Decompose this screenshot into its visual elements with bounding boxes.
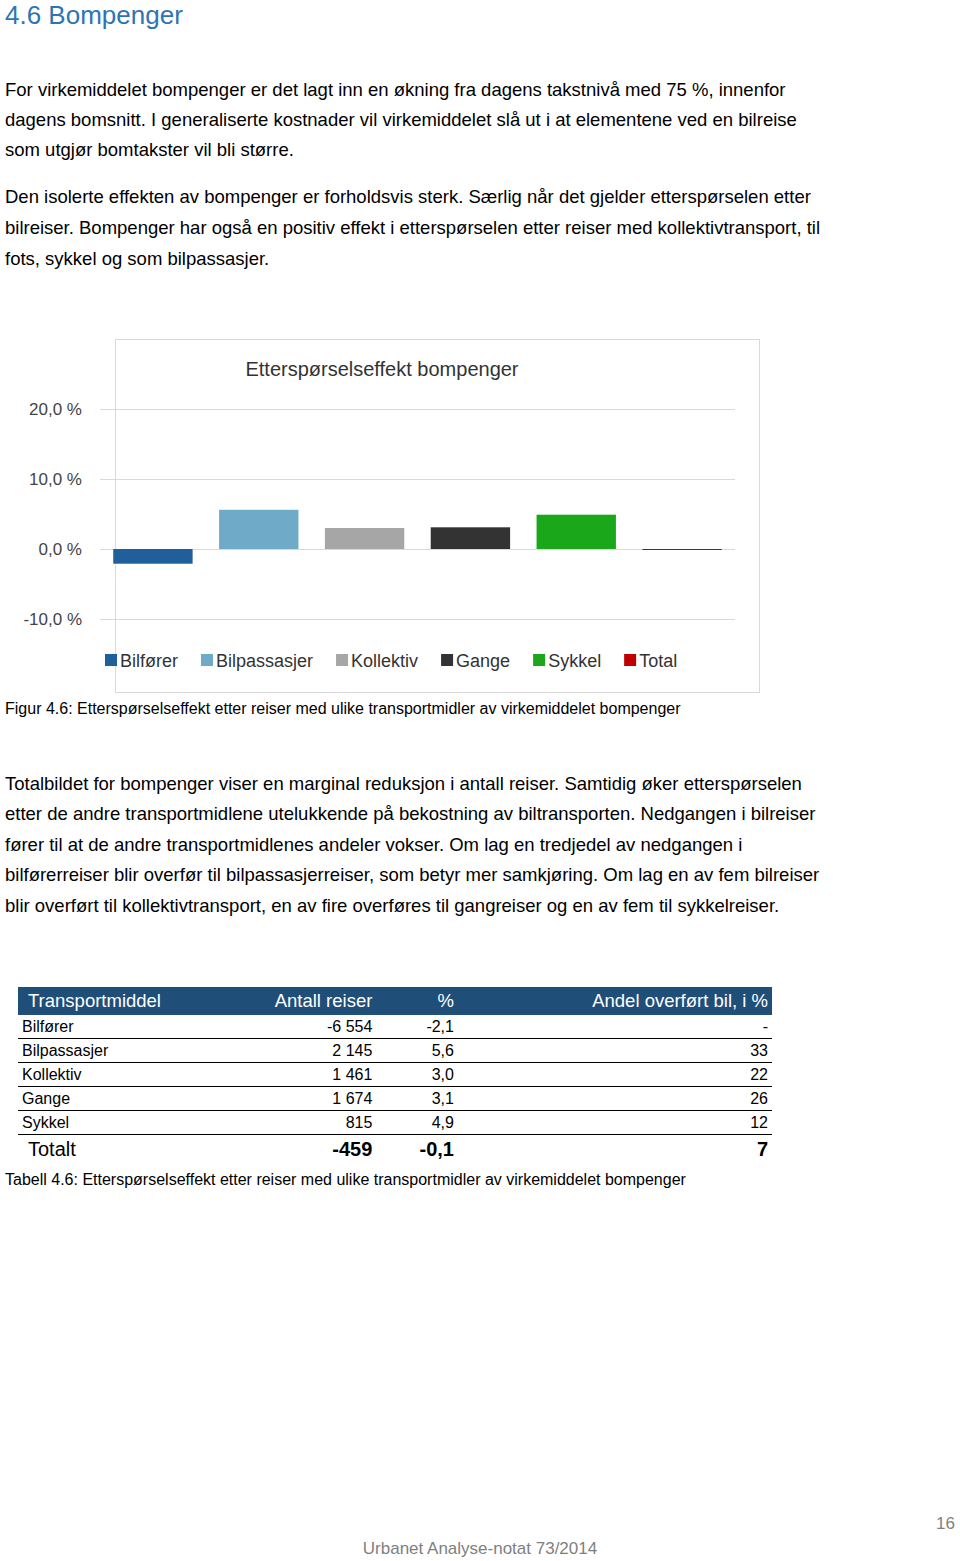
grid-line — [100, 619, 735, 620]
chart-title: Etterspørselseffekt bompenger — [245, 358, 518, 380]
table-cell: 3,1 — [376, 1087, 458, 1111]
table-cell: 26 — [458, 1087, 772, 1111]
table-cell: 12 — [458, 1111, 772, 1135]
table-cell: 1 461 — [227, 1063, 377, 1087]
y-tick-label: 0,0 % — [39, 540, 82, 559]
legend-swatch — [624, 654, 636, 666]
bar — [325, 528, 404, 549]
table-cell: Totalt — [18, 1135, 227, 1165]
legend-swatch — [201, 654, 213, 666]
grid-line — [100, 549, 735, 550]
legend-label: Kollektiv — [351, 651, 418, 671]
legend-swatch — [336, 654, 348, 666]
legend-label: Bilpassasjer — [216, 651, 313, 671]
legend-label: Sykkel — [548, 651, 601, 671]
header-cell: Transportmiddel — [18, 987, 227, 1015]
legend-swatch — [533, 654, 545, 666]
table-row: Bilfører-6 554-2,1- — [18, 1015, 772, 1039]
paragraph-line: blir overført til kollektivtransport, en… — [5, 895, 779, 917]
legend-label: Total — [639, 651, 677, 671]
paragraph-line: som utgjør bomtakster vil bli større. — [5, 139, 294, 161]
page-number: 16 — [936, 1514, 955, 1534]
table-row: Gange1 6743,126 — [18, 1087, 772, 1111]
header-cell: Andel overført bil, i % — [458, 987, 772, 1015]
heading: 4.6 Bompenger — [5, 0, 183, 30]
table-cell: Sykkel — [18, 1111, 227, 1135]
table-cell: 33 — [458, 1039, 772, 1063]
table-cell: 1 674 — [227, 1087, 377, 1111]
table-cell: -0,1 — [376, 1135, 458, 1165]
paragraph-line: Totalbildet for bompenger viser en margi… — [5, 773, 802, 795]
table-cell: 815 — [227, 1111, 377, 1135]
table-cell: 3,0 — [376, 1063, 458, 1087]
bars — [113, 510, 722, 564]
y-tick-label: 10,0 % — [29, 470, 82, 489]
bar — [537, 515, 616, 549]
table-row: Totalt-459-0,17 — [18, 1135, 772, 1165]
legend-label: Gange — [456, 651, 510, 671]
bar — [642, 549, 721, 550]
bar — [219, 510, 298, 549]
table-row: Sykkel8154,912 — [18, 1111, 772, 1135]
table-cell: - — [458, 1015, 772, 1039]
table-cell: -2,1 — [376, 1015, 458, 1039]
table-cell: Bilfører — [18, 1015, 227, 1039]
paragraph-line: dagens bomsnitt. I generaliserte kostnad… — [5, 109, 797, 131]
paragraph-line: Den isolerte effekten av bompenger er fo… — [5, 186, 811, 208]
table: TransportmiddelAntall reiser%Andel overf… — [18, 987, 772, 1164]
bar — [113, 549, 192, 564]
figure-caption: Figur 4.6: Etterspørselseffekt etter rei… — [5, 699, 681, 719]
table-cell: Bilpassasjer — [18, 1039, 227, 1063]
table-cell: 4,9 — [376, 1111, 458, 1135]
paragraph-line: fører til at de andre transportmidlenes … — [5, 834, 742, 856]
table-row: Kollektiv1 4613,022 — [18, 1063, 772, 1087]
paragraph-line: For virkemiddelet bompenger er det lagt … — [5, 79, 786, 101]
footer: Urbanet Analyse-notat 73/2014 — [363, 1539, 597, 1559]
table-cell: 2 145 — [227, 1039, 377, 1063]
table-cell: 22 — [458, 1063, 772, 1087]
table-cell: -459 — [227, 1135, 377, 1165]
paragraph-line: etter de andre transportmidlene utelukke… — [5, 803, 815, 825]
paragraph-line: bilførerreiser blir overfør til bilpassa… — [5, 864, 819, 886]
table-cell: Gange — [18, 1087, 227, 1111]
table-row: Bilpassasjer2 1455,633 — [18, 1039, 772, 1063]
legend-label: Bilfører — [120, 651, 178, 671]
table-cell: 7 — [458, 1135, 772, 1165]
y-tick-label: 20,0 % — [29, 400, 82, 419]
grid-line — [100, 409, 735, 410]
paragraph-line: fots, sykkel og som bilpassasjer. — [5, 248, 269, 270]
header-cell: % — [376, 987, 458, 1015]
table-header: TransportmiddelAntall reiser%Andel overf… — [18, 987, 772, 1015]
legend-swatch — [441, 654, 453, 666]
table-cell: 5,6 — [376, 1039, 458, 1063]
grid-line — [100, 479, 735, 480]
legend-swatch — [105, 654, 117, 666]
header-cell: Antall reiser — [227, 987, 377, 1015]
table-cell: -6 554 — [227, 1015, 377, 1039]
chart-frame — [116, 340, 760, 693]
chart: Etterspørselseffekt bompenger -10,0 % 0,0 … — [0, 0, 960, 720]
bar — [431, 527, 510, 549]
table-caption: Tabell 4.6: Etterspørselseffekt etter re… — [5, 1170, 686, 1190]
y-tick-label: -10,0 % — [23, 610, 82, 629]
table-cell: Kollektiv — [18, 1063, 227, 1087]
paragraph-line: bilreiser. Bompenger har også en positiv… — [5, 217, 820, 239]
